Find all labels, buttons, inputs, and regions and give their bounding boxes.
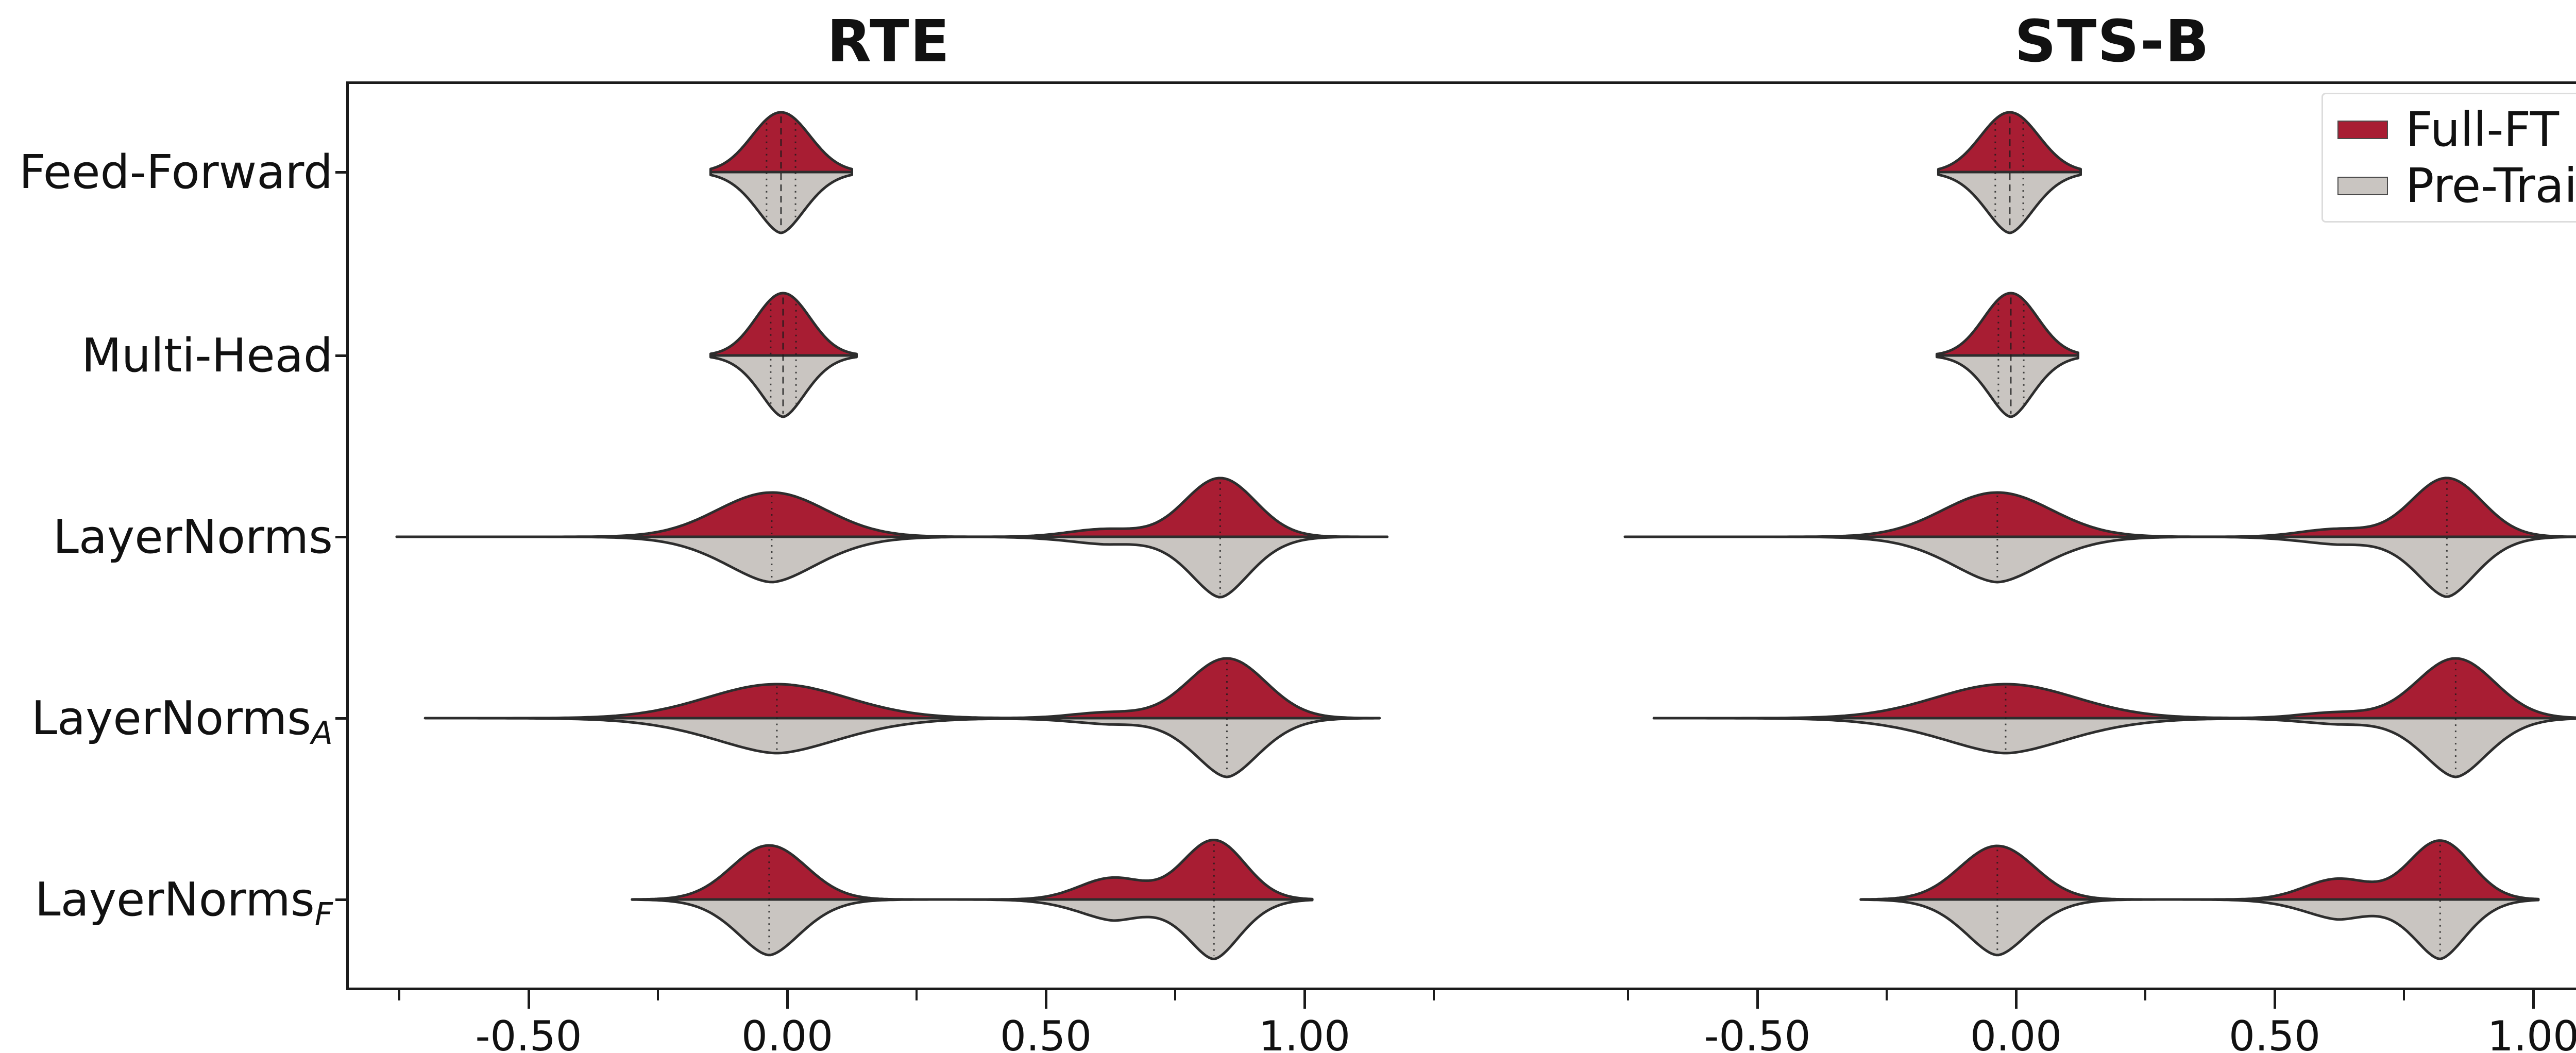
x-tick-minor xyxy=(1886,990,1888,1000)
y-axis-label-layernorms-f: LayerNormsF xyxy=(35,873,333,933)
x-tick-major xyxy=(528,990,530,1009)
y-axis-label-feed-forward: Feed-Forward xyxy=(19,145,333,199)
x-tick-minor xyxy=(657,990,659,1000)
violin-shape xyxy=(1623,535,2576,598)
plot-frame xyxy=(346,81,2576,990)
y-axis-label-layernorms: LayerNorms xyxy=(53,510,333,564)
x-tick-minor xyxy=(1174,990,1176,1000)
x-tick-major xyxy=(1045,990,1047,1009)
legend-item-pre-trained: Pre-Trained xyxy=(2337,162,2576,210)
panel-title-stsb: STS-B xyxy=(2014,8,2210,75)
legend-swatch-icon xyxy=(2337,120,2388,139)
y-axis-label-layernorms-a: LayerNormsA xyxy=(31,691,333,752)
violin-shape xyxy=(395,477,1389,538)
x-tick-minor xyxy=(916,990,918,1000)
x-tick-major xyxy=(1303,990,1306,1009)
y-tick xyxy=(335,536,346,538)
x-tick-major xyxy=(2274,990,2276,1009)
violin-shape xyxy=(1859,898,2540,960)
x-tick-major xyxy=(1756,990,1759,1009)
violin-shape xyxy=(1859,839,2540,901)
y-axis-label-multi-head: Multi-Head xyxy=(81,329,333,383)
x-tick-label: 0.50 xyxy=(2228,1012,2321,1053)
x-tick-label: 1.00 xyxy=(1258,1012,1351,1053)
legend-item-full-ft: Full-FT xyxy=(2337,106,2576,154)
violin-shape xyxy=(631,839,1314,901)
violin-shape xyxy=(1935,354,2079,418)
x-tick-label: 0.00 xyxy=(741,1012,834,1053)
y-tick xyxy=(335,354,346,357)
x-tick-minor xyxy=(2403,990,2405,1000)
x-tick-label: -0.50 xyxy=(1704,1012,1811,1053)
violin-shape xyxy=(709,354,858,418)
violin-shape xyxy=(1623,477,2576,538)
x-tick-label: 1.00 xyxy=(2487,1012,2576,1053)
violin-plot-area xyxy=(395,111,2576,960)
x-tick-major xyxy=(2015,990,2018,1009)
x-tick-minor xyxy=(1433,990,1435,1000)
x-tick-minor xyxy=(1627,990,1629,1000)
violin-shape xyxy=(423,657,1381,720)
violin-shape xyxy=(631,898,1314,960)
x-tick-major xyxy=(2532,990,2535,1009)
legend-label: Pre-Trained xyxy=(2405,158,2576,213)
x-tick-minor xyxy=(2144,990,2146,1000)
violin-shape xyxy=(395,535,1389,599)
panel-title-rte: RTE xyxy=(826,8,951,75)
x-tick-label: 0.50 xyxy=(999,1012,1092,1053)
legend-label: Full-FT xyxy=(2405,101,2560,157)
y-tick xyxy=(335,898,346,901)
x-tick-label: -0.50 xyxy=(475,1012,582,1053)
violin-shape xyxy=(1652,717,2576,778)
legend-swatch-icon xyxy=(2337,176,2388,195)
x-tick-major xyxy=(786,990,789,1009)
y-tick xyxy=(335,171,346,174)
violin-shape xyxy=(423,717,1381,778)
x-tick-minor xyxy=(398,990,400,1000)
y-tick xyxy=(335,717,346,720)
x-tick-label: 0.00 xyxy=(1970,1012,2062,1053)
violin-shape xyxy=(1652,657,2576,720)
violin-shape xyxy=(1935,292,2079,357)
